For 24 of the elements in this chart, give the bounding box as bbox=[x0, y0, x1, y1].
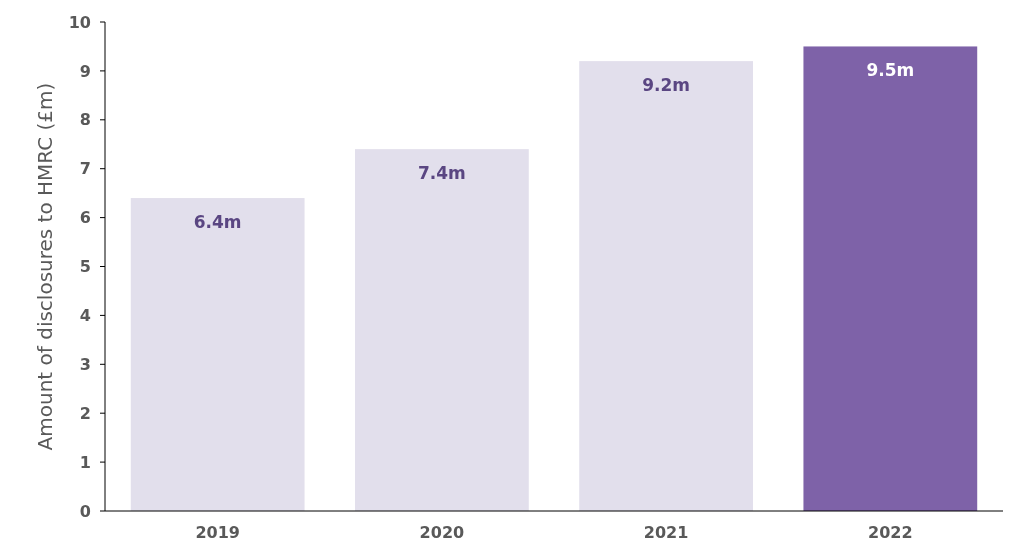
y-axis-title: Amount of disclosures to HMRC (£m) bbox=[33, 82, 57, 451]
y-tick-label: 10 bbox=[68, 12, 91, 32]
y-tick-label: 2 bbox=[79, 403, 91, 423]
data-label: 6.4m bbox=[193, 212, 242, 233]
x-tick-label: 2019 bbox=[195, 523, 240, 542]
data-label: 9.2m bbox=[642, 75, 691, 96]
y-tick-label: 9 bbox=[79, 61, 91, 81]
y-tick-label: 4 bbox=[79, 306, 91, 325]
data-label: 7.4m bbox=[417, 163, 466, 184]
y-tick-label: 5 bbox=[79, 257, 91, 277]
x-tick-label: 2021 bbox=[643, 523, 689, 542]
bar bbox=[803, 46, 978, 511]
bar bbox=[579, 61, 753, 511]
bar bbox=[130, 198, 305, 511]
bar bbox=[355, 149, 529, 511]
y-tick-label: 0 bbox=[79, 501, 91, 521]
y-tick-label: 1 bbox=[79, 452, 91, 472]
data-label: 9.5m bbox=[866, 60, 915, 81]
y-tick-label: 8 bbox=[79, 110, 91, 130]
y-tick-label: 3 bbox=[79, 354, 91, 374]
x-tick-label: 2020 bbox=[419, 523, 465, 542]
y-tick-label: 6 bbox=[79, 208, 91, 228]
y-tick-label: 7 bbox=[79, 159, 91, 179]
x-tick-label: 2022 bbox=[868, 523, 913, 542]
